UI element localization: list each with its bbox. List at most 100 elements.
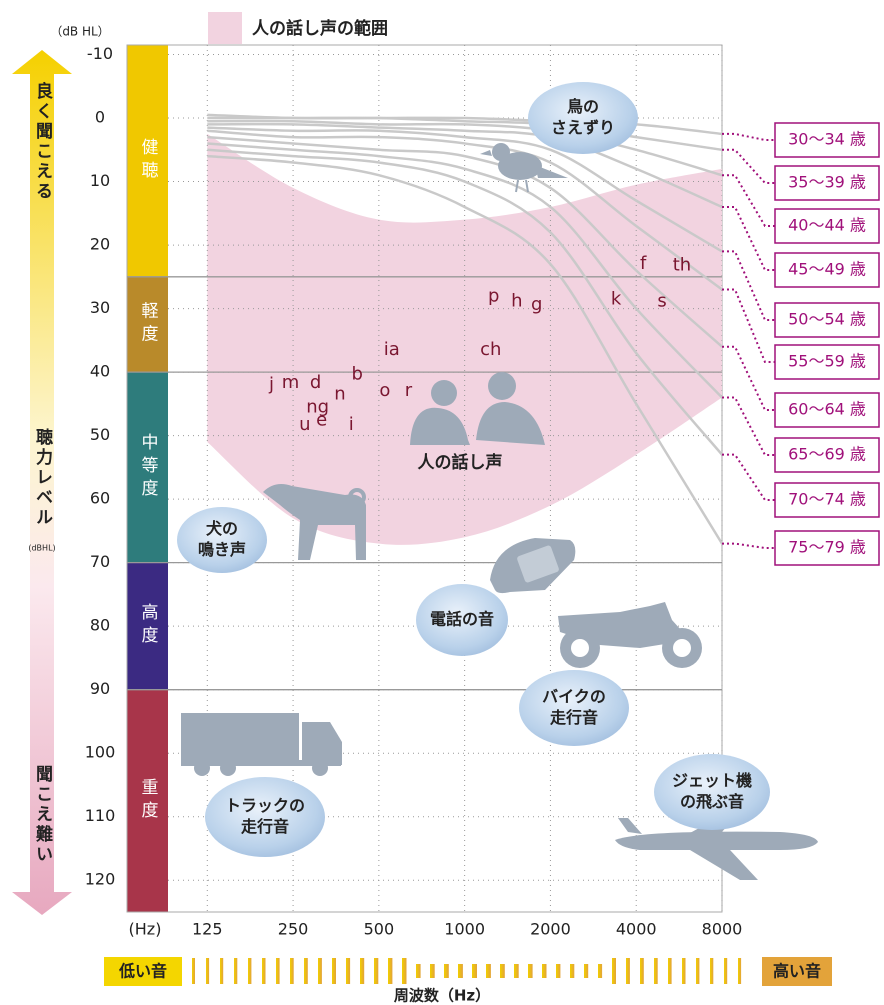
band [127, 372, 168, 563]
y-tick-label: 80 [90, 616, 110, 635]
y-tick-label: 40 [90, 362, 110, 381]
stripe [220, 958, 224, 984]
arrow-unit-label: (dBHL) [28, 544, 55, 553]
high-label: 高い音 [773, 962, 821, 981]
phoneme: r [405, 380, 413, 401]
stripe [332, 958, 336, 984]
motorbike-icon [558, 602, 702, 668]
stripe [416, 964, 421, 978]
legend-label: 人の話し声の範囲 [252, 18, 388, 39]
age-connector [722, 250, 775, 321]
sound-bubble [528, 82, 638, 154]
age-label-box [774, 122, 880, 158]
age-label: 40～44 歳 [788, 216, 866, 235]
sound-bubble [654, 754, 770, 830]
age-label: 30～34 歳 [788, 130, 866, 149]
sound-bubble [177, 507, 267, 573]
speech-range-area [207, 133, 722, 545]
phoneme: h [511, 291, 522, 312]
stripe [374, 958, 379, 984]
y-tick-label: 70 [90, 552, 110, 571]
stripe [472, 964, 477, 978]
plot-frame [126, 44, 723, 913]
truck-icon [181, 713, 342, 776]
y-tick-label: 90 [90, 679, 110, 698]
phoneme: g [531, 294, 542, 315]
labels: 30～34 歳 35～39 歳 40～44 歳 45～49 歳 50～54 歳 55～59… [104, 82, 880, 1005]
age-line [207, 142, 723, 399]
sound-label: トラックの [225, 796, 305, 815]
stripe [584, 964, 589, 978]
band-label: 健聴 [138, 138, 159, 184]
age-label-box [774, 344, 880, 380]
y-tick-label: 50 [90, 425, 110, 444]
stripe [430, 964, 435, 978]
y-tick-label: 60 [90, 489, 110, 508]
band [127, 562, 168, 690]
x-tick-label: 2000 [530, 920, 571, 939]
y-tick-label: -10 [87, 44, 113, 63]
band-label: 軽度 [138, 301, 159, 347]
phoneme: th [673, 254, 691, 275]
phoneme: p [488, 286, 499, 307]
y-tick-label: 20 [90, 235, 110, 254]
stripe [640, 958, 644, 984]
stripe [262, 958, 266, 984]
sound-label: 走行音 [240, 817, 289, 836]
age-connector [722, 453, 775, 501]
age-connector [722, 148, 775, 184]
y-tick-label: 110 [85, 806, 116, 825]
sound-label: 電話の音 [430, 610, 494, 629]
stripe [598, 964, 603, 978]
y-unit-label: （dB HL） [50, 25, 109, 39]
band-label: 中等度 [138, 433, 159, 502]
phoneme: d [310, 372, 321, 393]
sound-label: 鳥の [567, 97, 599, 116]
phoneme: e [316, 409, 327, 430]
phoneme: f [640, 253, 647, 274]
sound-label: ジェット機 [672, 771, 752, 790]
sound-bubble [416, 584, 508, 656]
x-tick-label: 4000 [616, 920, 657, 939]
stripe [276, 958, 280, 984]
x-tick-label: 125 [192, 920, 223, 939]
stripe [682, 958, 686, 984]
y-tick-label: 0 [95, 108, 105, 127]
age-label: 50～54 歳 [788, 310, 866, 329]
stripe [444, 964, 449, 978]
band [127, 689, 168, 912]
couple-icon [410, 372, 545, 445]
age-connector [722, 132, 775, 141]
sound-label: さえずり [551, 118, 615, 137]
age-connector [722, 205, 775, 271]
stripe [248, 958, 252, 984]
y-tick-label: 10 [90, 171, 110, 190]
age-line [207, 135, 723, 348]
age-label-box [774, 165, 880, 201]
band [127, 45, 168, 277]
stripe [346, 958, 351, 984]
age-label: 70～74 歳 [788, 490, 866, 509]
phoneme: u [299, 414, 310, 435]
age-label-box [774, 302, 880, 338]
phoneme: ng [306, 397, 329, 418]
low-box [104, 957, 182, 986]
sound-label: バイクの [542, 687, 606, 706]
age-label: 75～79 歳 [788, 538, 866, 557]
stripe [486, 964, 491, 978]
stripe [668, 958, 672, 984]
stripe [304, 958, 308, 984]
age-label-box [774, 437, 880, 473]
stripe [556, 964, 561, 978]
band [127, 276, 168, 373]
band-label: 重度 [138, 778, 159, 824]
age-label: 60～64 歳 [788, 400, 866, 419]
phoneme: j [268, 374, 274, 395]
stripe [402, 958, 407, 984]
x-axis-label: 周波数（Hz） [394, 987, 490, 1005]
x-unit-label: (Hz) [129, 920, 162, 939]
stripe [290, 958, 294, 984]
stripe [570, 964, 575, 978]
